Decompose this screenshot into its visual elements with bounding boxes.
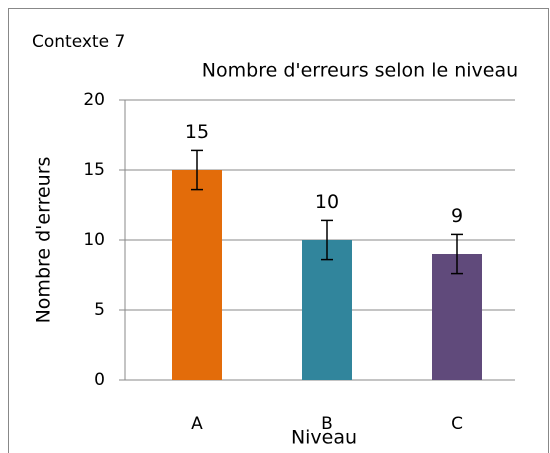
data-label: 10	[315, 191, 339, 213]
bar	[302, 240, 352, 380]
y-tick-label: 5	[94, 300, 105, 320]
annotation: Contexte 7	[32, 32, 125, 52]
x-tick-label: C	[451, 414, 463, 434]
y-tick-label: 20	[83, 90, 105, 110]
data-label: 9	[451, 205, 463, 227]
y-tick-label: 10	[83, 230, 105, 250]
y-axis-label: Nombre d'erreurs	[33, 157, 55, 324]
x-tick-label: A	[191, 414, 203, 434]
y-tick-label: 0	[94, 370, 105, 390]
y-tick-label: 15	[83, 160, 105, 180]
bar	[172, 170, 222, 380]
data-label: 15	[185, 121, 209, 143]
x-axis-label: Niveau	[291, 427, 357, 449]
chart-title: Nombre d'erreurs selon le niveau	[202, 60, 518, 82]
x-tick-label: B	[321, 414, 333, 434]
bar	[432, 254, 482, 380]
